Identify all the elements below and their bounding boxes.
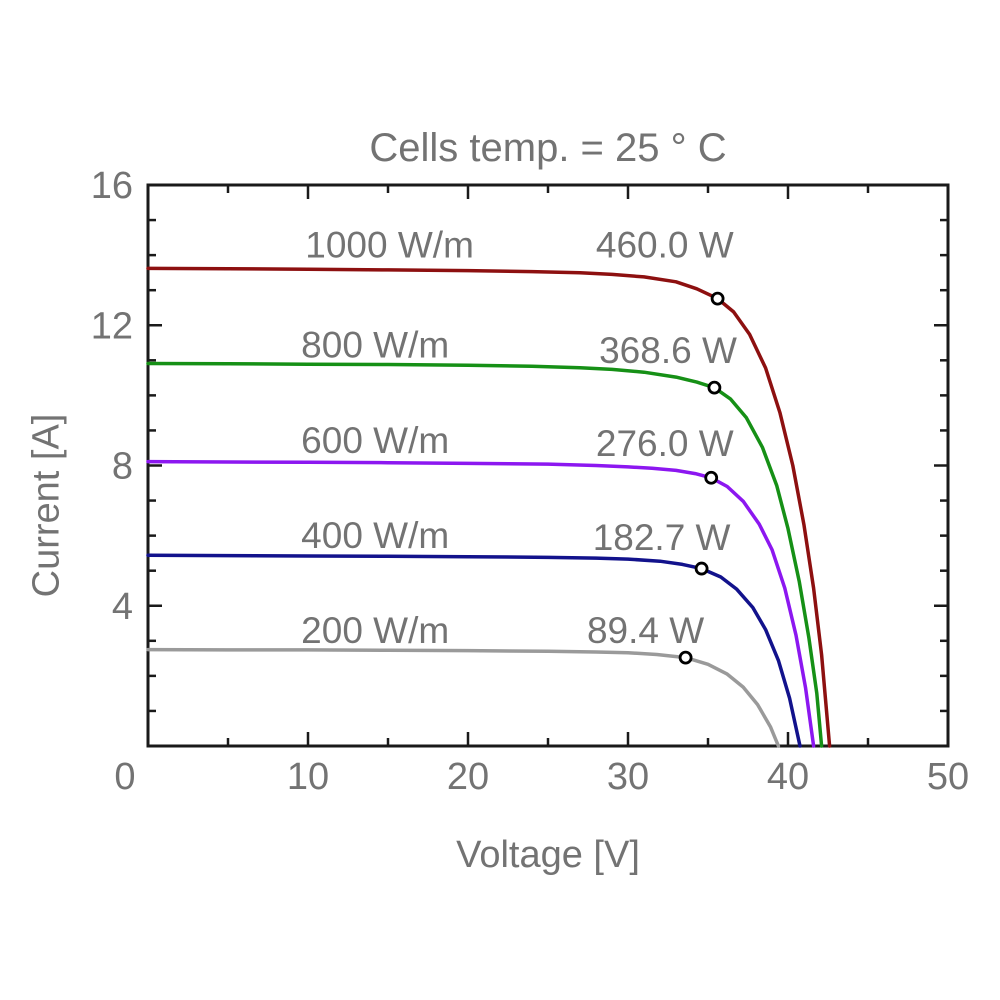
curve-label-400: 400 W/m [301, 515, 449, 556]
y-tick-label: 4 [112, 586, 133, 628]
x-tick-label: 0 [114, 756, 135, 798]
curve-label-200: 200 W/m [301, 610, 449, 651]
iv-curve-400 [146, 553, 802, 748]
power-label-200: 89.4 W [587, 610, 704, 651]
iv-curve-800 [146, 361, 824, 748]
y-tick-label: 12 [91, 305, 133, 347]
iv-curve-600 [146, 459, 816, 748]
x-tick-label: 50 [927, 756, 969, 798]
mpp-marker-800 [707, 380, 722, 395]
power-label-600: 276.0 W [596, 423, 734, 464]
iv-curve-1000 [146, 266, 832, 748]
x-tick-label: 30 [607, 756, 649, 798]
mpp-marker-400 [694, 561, 709, 576]
power-label-1000: 460.0 W [596, 225, 734, 266]
plot-frame [146, 183, 950, 748]
x-tick-label: 20 [447, 756, 489, 798]
x-tick-label: 40 [767, 756, 809, 798]
y-tick-label: 8 [112, 446, 133, 488]
iv-curve-200 [146, 647, 781, 748]
curve-label-600: 600 W/m [301, 420, 449, 461]
chart-title: Cells temp. = 25 ° C [369, 126, 727, 170]
power-label-400: 182.7 W [593, 517, 731, 558]
mpp-marker-1000 [710, 291, 725, 306]
y-tick-label: 16 [91, 165, 133, 207]
curve-label-1000: 1000 W/m [305, 225, 474, 266]
y-axis-label: Current [A] [25, 413, 68, 598]
curve-label-800: 800 W/m [301, 325, 449, 366]
x-axis-label: Voltage [V] [456, 834, 640, 876]
power-label-800: 368.6 W [599, 330, 737, 371]
mpp-marker-600 [704, 470, 719, 485]
mpp-marker-200 [678, 650, 693, 665]
x-tick-label: 10 [287, 756, 329, 798]
